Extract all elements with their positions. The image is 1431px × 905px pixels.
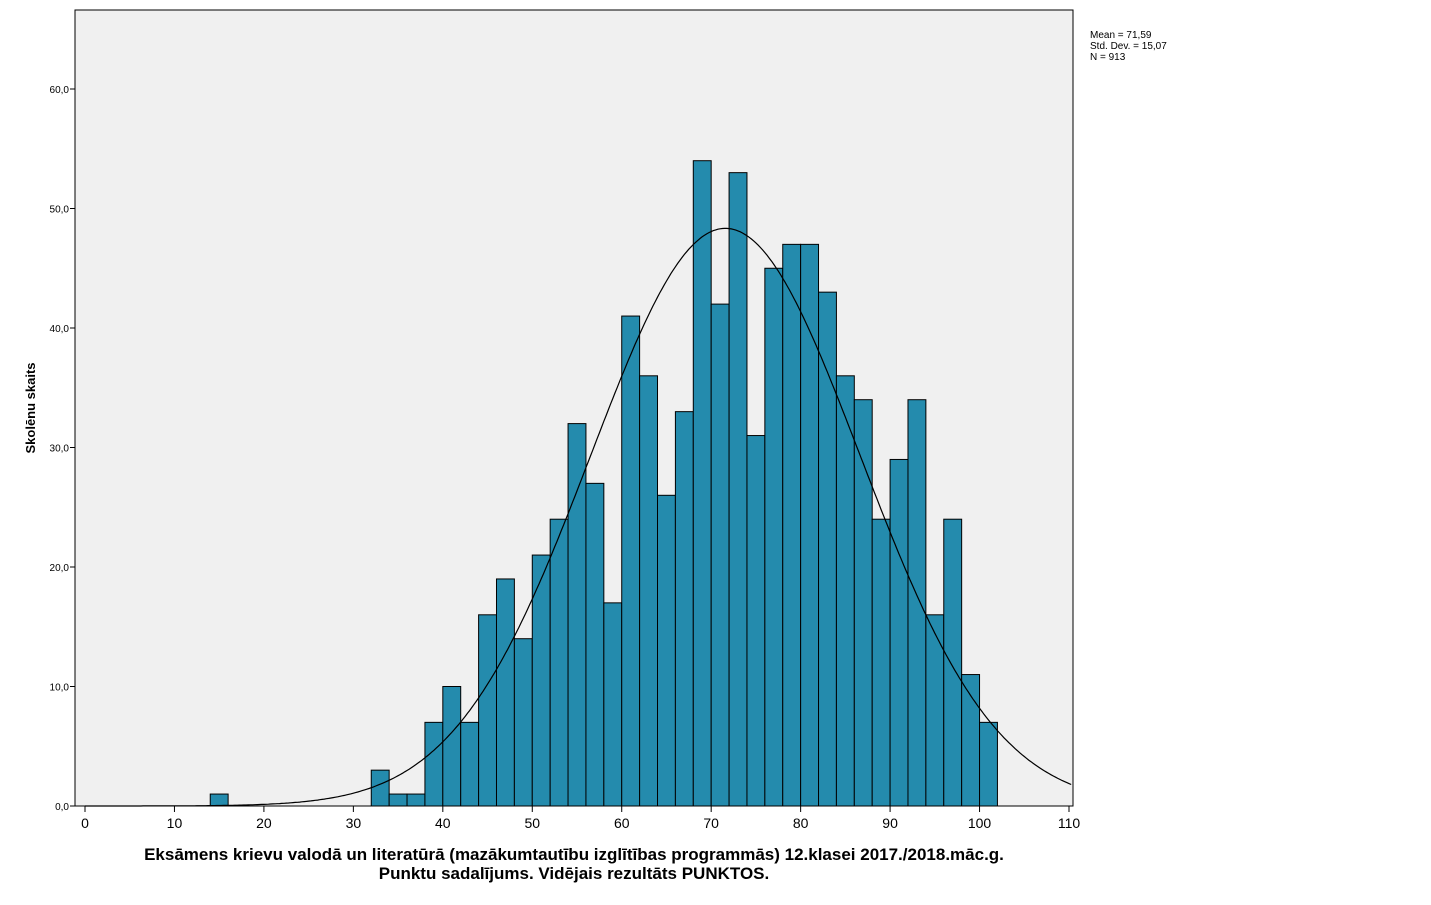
x-tick-label: 80 bbox=[793, 815, 809, 831]
histogram-bar bbox=[853, 399, 873, 807]
x-tick-label: 100 bbox=[968, 815, 992, 831]
y-tick-label: 10,0 bbox=[50, 683, 70, 694]
histogram-bar bbox=[549, 518, 569, 807]
stat-n: N = 913 bbox=[1090, 52, 1126, 63]
histogram-bar bbox=[567, 423, 587, 807]
histogram-bar bbox=[746, 435, 766, 807]
y-tick-label: 40,0 bbox=[50, 324, 70, 335]
histogram-bar bbox=[692, 160, 712, 807]
histogram-bar bbox=[871, 518, 891, 807]
y-tick-label: 20,0 bbox=[50, 563, 70, 574]
histogram-bar bbox=[979, 721, 998, 807]
histogram-bar bbox=[424, 721, 444, 807]
histogram-bar bbox=[800, 243, 820, 807]
histogram-bar bbox=[388, 793, 408, 807]
histogram-bar bbox=[961, 674, 981, 807]
histogram-bar bbox=[728, 172, 748, 807]
histogram-bar bbox=[370, 769, 390, 807]
x-tick-label: 20 bbox=[256, 815, 272, 831]
x-tick-label: 110 bbox=[1058, 815, 1081, 831]
histogram-bar bbox=[478, 614, 497, 807]
histogram-bar bbox=[889, 458, 909, 807]
y-tick-label: 50,0 bbox=[50, 205, 70, 216]
histogram-bar bbox=[603, 602, 623, 807]
histogram-bar bbox=[442, 686, 462, 807]
histogram-bar bbox=[585, 482, 605, 807]
y-tick-label: 30,0 bbox=[50, 444, 70, 455]
x-tick-label: 0 bbox=[81, 815, 89, 831]
x-tick-label: 10 bbox=[167, 815, 183, 831]
x-axis-label-line1: Eksāmens krievu valodā un literatūrā (ma… bbox=[144, 845, 1004, 864]
histogram-bar bbox=[406, 793, 426, 807]
normal-curve bbox=[85, 227, 1072, 807]
x-tick-label: 50 bbox=[524, 815, 540, 831]
stat-mean: Mean = 71,59 bbox=[1090, 30, 1152, 41]
histogram-bar bbox=[209, 793, 229, 807]
x-tick-label: 90 bbox=[882, 815, 898, 831]
histogram-bar bbox=[657, 494, 676, 807]
histogram-bar bbox=[925, 614, 945, 807]
histogram-bar bbox=[907, 399, 927, 807]
histogram-bar bbox=[943, 518, 963, 807]
x-tick-label: 60 bbox=[614, 815, 630, 831]
histogram-bar bbox=[710, 303, 730, 807]
stat-std-dev: Std. Dev. = 15,07 bbox=[1090, 41, 1167, 52]
histogram-bar bbox=[818, 291, 837, 807]
histogram-bar bbox=[621, 315, 641, 807]
histogram-bar bbox=[513, 638, 533, 807]
y-axis-label: Skolēnu skaits bbox=[23, 362, 38, 453]
x-tick-label: 30 bbox=[346, 815, 362, 831]
x-tick-label: 40 bbox=[435, 815, 451, 831]
histogram-bar bbox=[495, 578, 515, 807]
histogram-bar bbox=[639, 375, 659, 807]
x-axis-label-line2: Punktu sadalījums. Vidējais rezultāts PU… bbox=[379, 864, 770, 883]
histogram-bar bbox=[835, 375, 855, 807]
histogram-bar bbox=[674, 411, 694, 807]
y-tick-label: 0,0 bbox=[55, 802, 69, 813]
histogram-bar bbox=[764, 267, 784, 807]
x-tick-label: 70 bbox=[703, 815, 719, 831]
histogram-bar bbox=[782, 243, 802, 807]
histogram-bar bbox=[460, 721, 480, 807]
y-tick-label: 60,0 bbox=[50, 85, 70, 96]
